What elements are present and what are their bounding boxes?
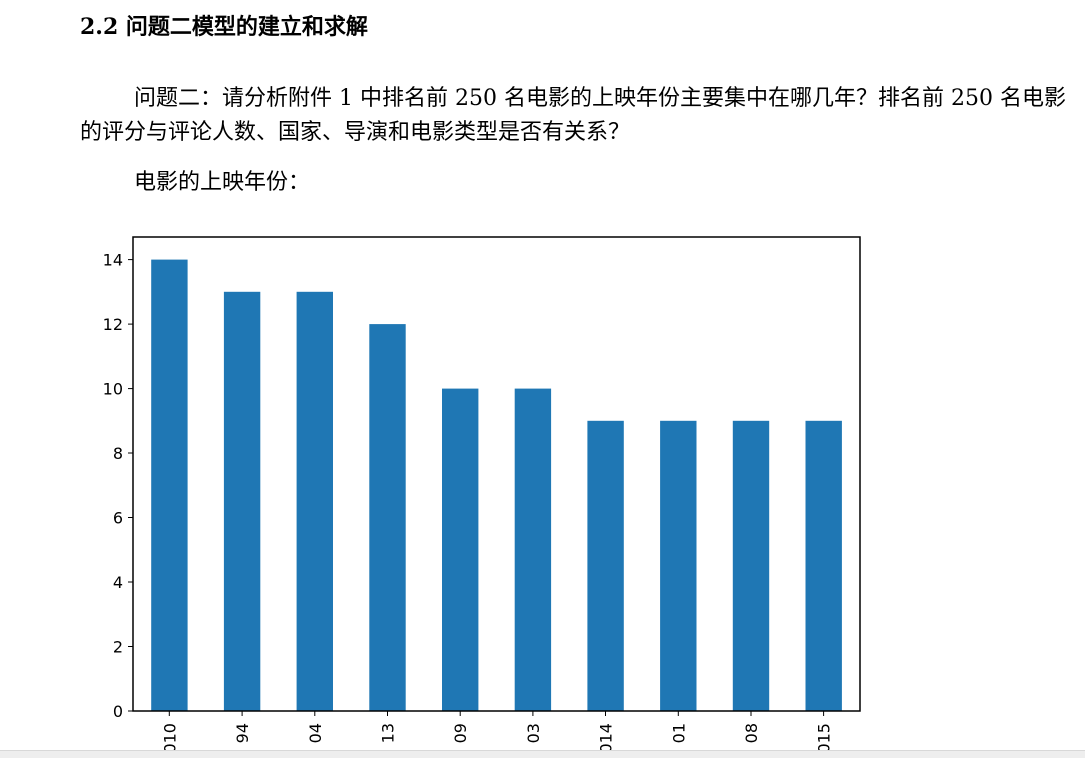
x-tick-label-2: 04: [306, 723, 325, 743]
x-tick-label-8: 08: [742, 723, 761, 743]
bar-0: [151, 259, 188, 711]
bar-6: [587, 420, 624, 711]
x-axis: 010 94 04 13 09 03 014 01 08 015: [160, 711, 834, 754]
bar-7: [660, 420, 697, 711]
bar-8: [732, 420, 770, 711]
x-tick-label-6: 014: [597, 723, 616, 754]
x-tick-label-4: 09: [451, 723, 470, 743]
y-tick-label-7: 14: [103, 251, 123, 270]
section-heading: 2.2 问题二模型的建立和求解: [80, 14, 368, 40]
bar-9: [805, 420, 842, 711]
x-tick-label-3: 13: [379, 723, 398, 743]
plot-frame: [132, 236, 861, 712]
question-paragraph: 问题二：请分析附件 1 中排名前 250 名电影的上映年份主要集中在哪几年？排名…: [80, 86, 1066, 145]
page-bottom-edge: [0, 750, 1085, 758]
bar-2: [296, 291, 333, 711]
y-tick-label-5: 10: [103, 380, 123, 399]
y-tick-label-3: 6: [113, 509, 123, 528]
y-tick-label-0: 0: [113, 702, 123, 721]
x-tick-label-9: 015: [815, 723, 834, 754]
x-tick-label-0: 010: [160, 723, 179, 754]
y-tick-label-2: 4: [113, 573, 123, 592]
chart-caption: 电影的上映年份：: [134, 170, 311, 195]
y-axis: 0 2 4 6 8 10 12 14: [103, 251, 133, 721]
x-tick-label-7: 01: [669, 723, 688, 743]
bar-3: [369, 324, 406, 711]
y-tick-label-6: 12: [103, 315, 123, 334]
x-tick-label-5: 03: [524, 723, 543, 743]
bar-1: [223, 291, 261, 711]
bar-4: [442, 388, 479, 711]
x-tick-label-1: 94: [233, 723, 252, 743]
bar-5: [514, 388, 552, 711]
y-tick-label-4: 8: [113, 444, 123, 463]
y-tick-label-1: 2: [113, 638, 123, 657]
bars-layer: [151, 259, 842, 711]
